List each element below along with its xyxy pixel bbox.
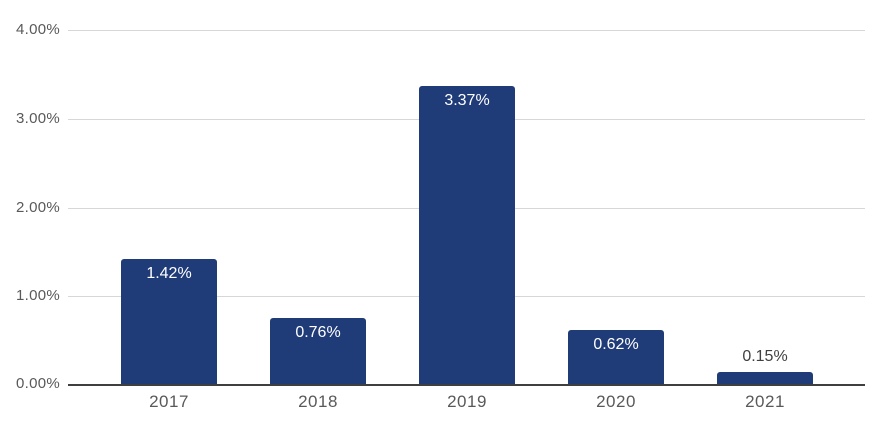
x-tick-label: 2020 — [596, 392, 636, 411]
bar — [419, 85, 515, 385]
y-tick-label: 4.00% — [15, 21, 60, 38]
bar-group-2019: 3.37% — [419, 30, 515, 385]
x-tick-label: 2018 — [298, 392, 338, 411]
y-tick-label: 0.00% — [15, 375, 60, 392]
x-tick-label: 2017 — [149, 392, 189, 411]
bar-group-2018: 0.76% — [270, 30, 366, 385]
y-tick-label: 3.00% — [15, 110, 60, 127]
bar-group-2021: 0.15% — [717, 30, 813, 385]
plot-area: 1.42% 0.76% 3.37% 0.62% 0.15% — [68, 30, 865, 386]
bar-group-2020: 0.62% — [568, 30, 664, 385]
y-tick-label: 2.00% — [15, 199, 60, 216]
bar-value-label: 0.15% — [742, 347, 788, 365]
bar — [270, 317, 366, 385]
x-tick-label: 2019 — [447, 392, 487, 411]
x-tick-label: 2021 — [745, 392, 785, 411]
bar — [717, 371, 813, 385]
y-tick-label: 1.00% — [15, 287, 60, 304]
bar-value-label: 3.37% — [444, 91, 490, 109]
bar-value-label: 0.76% — [295, 323, 341, 341]
bar — [568, 330, 664, 385]
gridline — [68, 30, 865, 31]
bar-value-label: 0.62% — [593, 336, 639, 353]
x-axis-line — [68, 384, 865, 386]
bar-value-label: 1.42% — [146, 265, 192, 282]
bar — [121, 259, 217, 385]
bar-group-2017: 1.42% — [121, 30, 217, 385]
